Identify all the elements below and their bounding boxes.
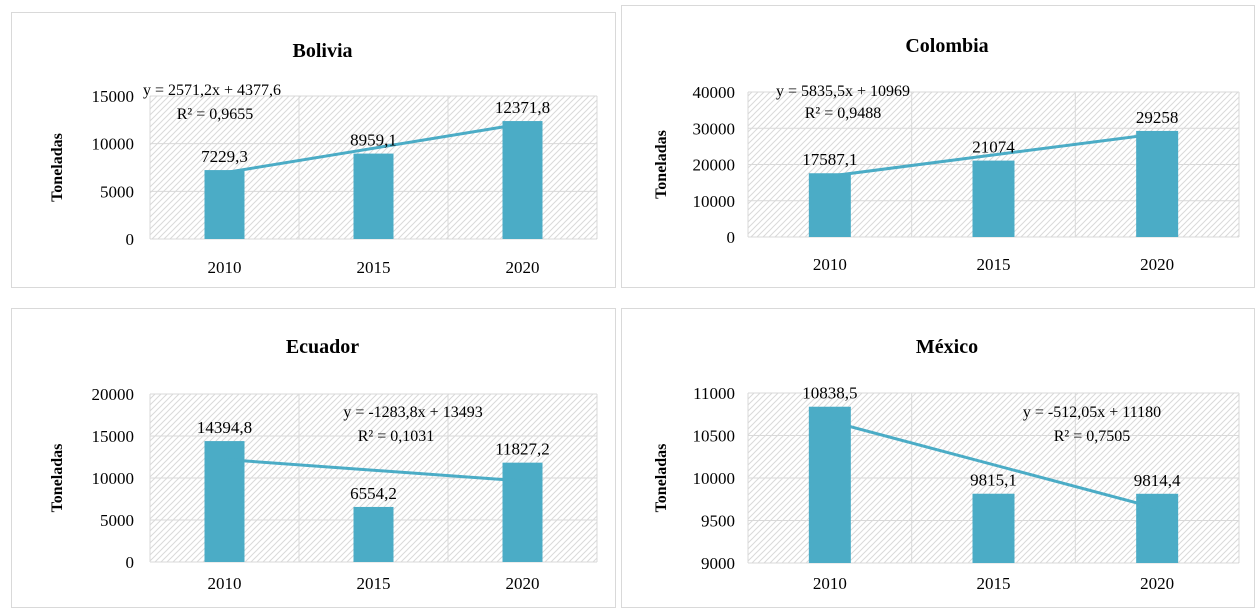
bar-bolivia-2010	[204, 170, 245, 239]
chart-svg-bolivia: 0 5000 10000 15000 7229,3 8959,1 12371,8 2010 20…	[49, 40, 598, 277]
y-tick-label-bolivia: 10000	[92, 135, 135, 154]
x-tick-label-colombia: 2015	[977, 255, 1011, 274]
bar-bolivia-2020	[502, 121, 543, 239]
trendline-ecuador	[224, 457, 523, 483]
y-axis-label-colombia: Toneladas	[653, 130, 670, 199]
chart-panel-bolivia: 0 5000 10000 15000 7229,3 8959,1 12371,8 2010 20…	[11, 12, 616, 288]
x-tick-label-colombia: 2020	[1140, 255, 1174, 274]
data-label-ecuador-2020: 11827,2	[495, 440, 550, 459]
x-tick-label-mexico: 2010	[813, 574, 847, 593]
x-tick-label-mexico: 2020	[1140, 574, 1174, 593]
y-tick-label-bolivia: 5000	[100, 182, 134, 201]
trendline-equation-colombia: y = 5835,5x + 10969	[776, 83, 910, 100]
chart-title-colombia: Colombia	[905, 35, 988, 57]
y-tick-label-ecuador: 10000	[92, 469, 135, 488]
bar-colombia-2015	[972, 160, 1015, 237]
trendline-equation-ecuador: y = -1283,8x + 13493	[343, 404, 482, 421]
bar-colombia-2020	[1136, 130, 1179, 237]
bar-mexico-2015	[972, 493, 1015, 563]
chart-panel-mexico: 9000 9500 10000 10500 11000 10838,5 9815,1 9814…	[621, 308, 1255, 608]
trendline-colombia	[829, 132, 1158, 178]
data-label-colombia-2010: 17587,1	[802, 150, 857, 169]
trendline-r2-colombia: R² = 0,9488	[805, 105, 882, 122]
x-tick-label-bolivia: 2015	[357, 258, 391, 277]
chart-svg-mexico: 9000 9500 10000 10500 11000 10838,5 9815,1 9814…	[653, 336, 1240, 593]
x-tick-label-bolivia: 2020	[506, 258, 540, 277]
y-tick-label-mexico: 10500	[693, 427, 736, 446]
x-tick-label-bolivia: 2010	[208, 258, 242, 277]
y-tick-label-mexico: 11000	[693, 384, 735, 403]
y-tick-label-colombia: 40000	[693, 83, 736, 102]
x-tick-label-ecuador: 2020	[506, 574, 540, 593]
trendline-mexico	[829, 419, 1158, 510]
trendline-r2-bolivia: R² = 0,9655	[177, 106, 254, 123]
data-label-colombia-2015: 21074	[972, 138, 1015, 157]
y-tick-label-bolivia: 15000	[92, 87, 135, 106]
data-label-ecuador-2015: 6554,2	[350, 484, 397, 503]
y-tick-label-mexico: 9500	[701, 512, 735, 531]
x-tick-label-ecuador: 2010	[208, 574, 242, 593]
y-axis-label-bolivia: Toneladas	[49, 133, 66, 202]
x-tick-label-mexico: 2015	[977, 574, 1011, 593]
chart-panel-colombia: 0 10000 20000 30000 40000 17587,1 21074 29258 20…	[621, 5, 1255, 288]
y-tick-label-mexico: 10000	[693, 469, 736, 488]
data-label-colombia-2020: 29258	[1136, 108, 1179, 127]
y-tick-label-bolivia: 0	[126, 230, 135, 249]
trendline-equation-mexico: y = -512,05x + 11180	[1023, 404, 1161, 421]
y-tick-label-mexico: 9000	[701, 554, 735, 573]
trendline-r2-mexico: R² = 0,7505	[1054, 428, 1131, 445]
y-tick-label-colombia: 20000	[693, 156, 736, 175]
y-tick-label-ecuador: 0	[126, 553, 135, 572]
data-label-bolivia-2020: 12371,8	[495, 98, 550, 117]
data-label-ecuador-2010: 14394,8	[197, 418, 252, 437]
y-axis-label-mexico: Toneladas	[653, 444, 670, 513]
trendline-bolivia	[224, 122, 523, 175]
data-label-bolivia-2010: 7229,3	[201, 147, 248, 166]
chart-title-mexico: México	[916, 336, 978, 358]
y-tick-label-ecuador: 5000	[100, 511, 134, 530]
x-tick-label-colombia: 2010	[813, 255, 847, 274]
trendline-equation-bolivia: y = 2571,2x + 4377,6	[143, 82, 281, 99]
chart-panel-ecuador: 0 5000 10000 15000 20000 14394,8 6554,2 11827,2…	[11, 308, 616, 608]
data-label-mexico-2020: 9814,4	[1134, 471, 1181, 490]
y-tick-label-colombia: 30000	[693, 119, 736, 138]
trendline-r2-ecuador: R² = 0,1031	[358, 428, 435, 445]
bar-ecuador-2015	[353, 506, 394, 562]
y-tick-label-ecuador: 20000	[92, 385, 135, 404]
y-tick-label-colombia: 10000	[693, 192, 736, 211]
data-label-mexico-2010: 10838,5	[802, 384, 857, 403]
data-label-mexico-2015: 9815,1	[970, 471, 1017, 490]
data-label-bolivia-2015: 8959,1	[350, 131, 397, 150]
chart-title-ecuador: Ecuador	[286, 336, 359, 358]
bar-bolivia-2015	[353, 153, 394, 239]
chart-title-bolivia: Bolivia	[292, 40, 352, 62]
bar-ecuador-2020	[502, 462, 543, 562]
chart-svg-colombia: 0 10000 20000 30000 40000 17587,1 21074 29258 20…	[653, 35, 1240, 274]
x-tick-label-ecuador: 2015	[357, 574, 391, 593]
bar-colombia-2010	[808, 173, 851, 237]
y-tick-label-ecuador: 15000	[92, 427, 135, 446]
y-tick-label-colombia: 0	[727, 228, 736, 247]
bar-mexico-2010	[808, 406, 851, 563]
chart-svg-ecuador: 0 5000 10000 15000 20000 14394,8 6554,2 11827,2…	[49, 336, 598, 593]
y-axis-label-ecuador: Toneladas	[49, 444, 66, 513]
